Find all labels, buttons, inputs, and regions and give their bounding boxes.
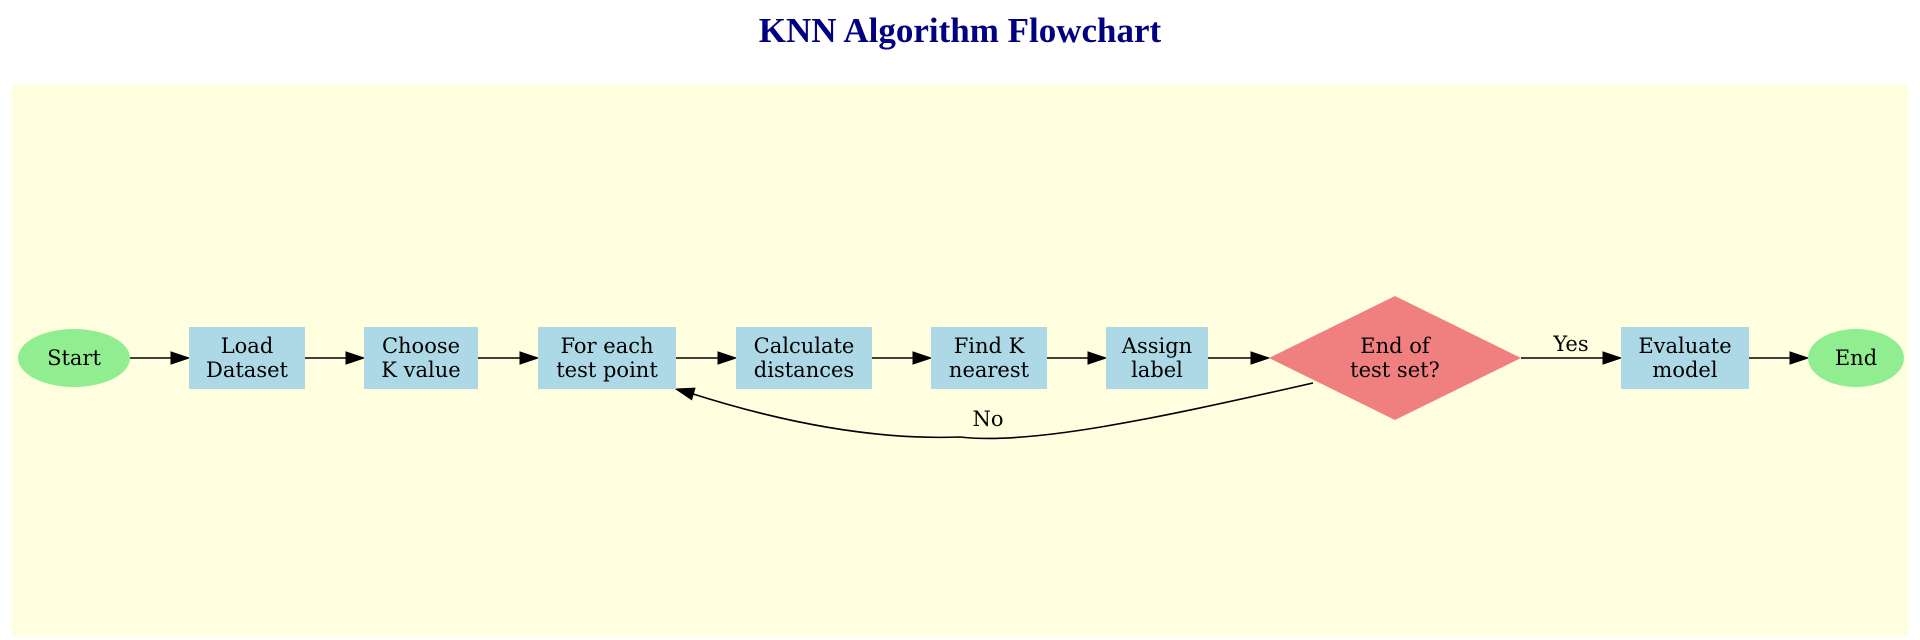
- edge-load-to-choose: [305, 351, 366, 365]
- node-evaluate-label-line-0: Evaluate: [1638, 334, 1731, 358]
- node-choose-label-line-1: K value: [381, 358, 460, 382]
- edge-arrowhead: [1250, 351, 1271, 365]
- node-choose-label-line-0: Choose: [382, 334, 460, 358]
- edge-arrowhead: [1789, 351, 1810, 365]
- node-calc-shape: [736, 327, 872, 389]
- node-load-shape: [189, 327, 305, 389]
- edge-evaluate-to-end: [1749, 351, 1810, 365]
- node-load-label-line-0: Load: [221, 334, 274, 358]
- edge-label-yes: Yes: [1552, 332, 1588, 356]
- node-foreach-label-line-0: For each: [560, 334, 653, 358]
- edges-layer: Yes No: [130, 332, 1810, 440]
- edge-decision-to-foreach: No: [674, 382, 1314, 440]
- edge-arrowhead: [345, 351, 366, 365]
- edge-arrowhead: [519, 351, 540, 365]
- node-decision-shape: [1269, 296, 1521, 420]
- node-end-label-line-0: End: [1835, 346, 1877, 370]
- node-start: Start: [18, 329, 130, 387]
- node-assign-label-line-0: Assign: [1121, 334, 1192, 358]
- edge-label-no: No: [972, 407, 1003, 431]
- node-end-shape: [1808, 329, 1904, 387]
- edge-arrowhead: [912, 351, 933, 365]
- node-end: End: [1808, 329, 1904, 387]
- node-decision-label-line-0: End of: [1360, 334, 1432, 358]
- edge-choose-to-foreach: [478, 351, 540, 365]
- node-find-label-line-0: Find K: [954, 334, 1025, 358]
- node-calc-label-line-0: Calculate: [754, 334, 855, 358]
- node-assign-label-line-1: label: [1131, 358, 1183, 382]
- diagram-title: KNN Algorithm Flowchart: [759, 11, 1162, 50]
- node-calc-label-line-1: distances: [754, 358, 854, 382]
- node-foreach-shape: [538, 327, 676, 389]
- edge-calc-to-find: [872, 351, 933, 365]
- edge-find-to-assign: [1047, 351, 1108, 365]
- edge-arrowhead: [674, 387, 696, 401]
- node-choose-shape: [364, 327, 478, 389]
- edge-assign-to-decision: [1208, 351, 1271, 365]
- edge-decision-to-evaluate: Yes: [1521, 332, 1623, 365]
- edge-arrowhead: [1602, 351, 1623, 365]
- edge-line: [689, 382, 1314, 440]
- edge-arrowhead: [717, 351, 738, 365]
- edge-arrowhead: [1087, 351, 1108, 365]
- edge-start-to-load: [130, 351, 191, 365]
- node-find-shape: [931, 327, 1047, 389]
- edge-foreach-to-calc: [676, 351, 738, 365]
- node-load-label-line-1: Dataset: [206, 358, 289, 382]
- node-decision-label-line-1: test set?: [1350, 358, 1440, 382]
- node-start-label-line-0: Start: [47, 346, 101, 370]
- edge-arrowhead: [170, 351, 191, 365]
- node-assign-shape: [1106, 327, 1208, 389]
- node-evaluate-label-line-1: model: [1652, 358, 1717, 382]
- node-start-shape: [18, 329, 130, 387]
- node-find-label-line-1: nearest: [949, 358, 1030, 382]
- node-evaluate-shape: [1621, 327, 1749, 389]
- node-foreach-label-line-1: test point: [556, 358, 658, 382]
